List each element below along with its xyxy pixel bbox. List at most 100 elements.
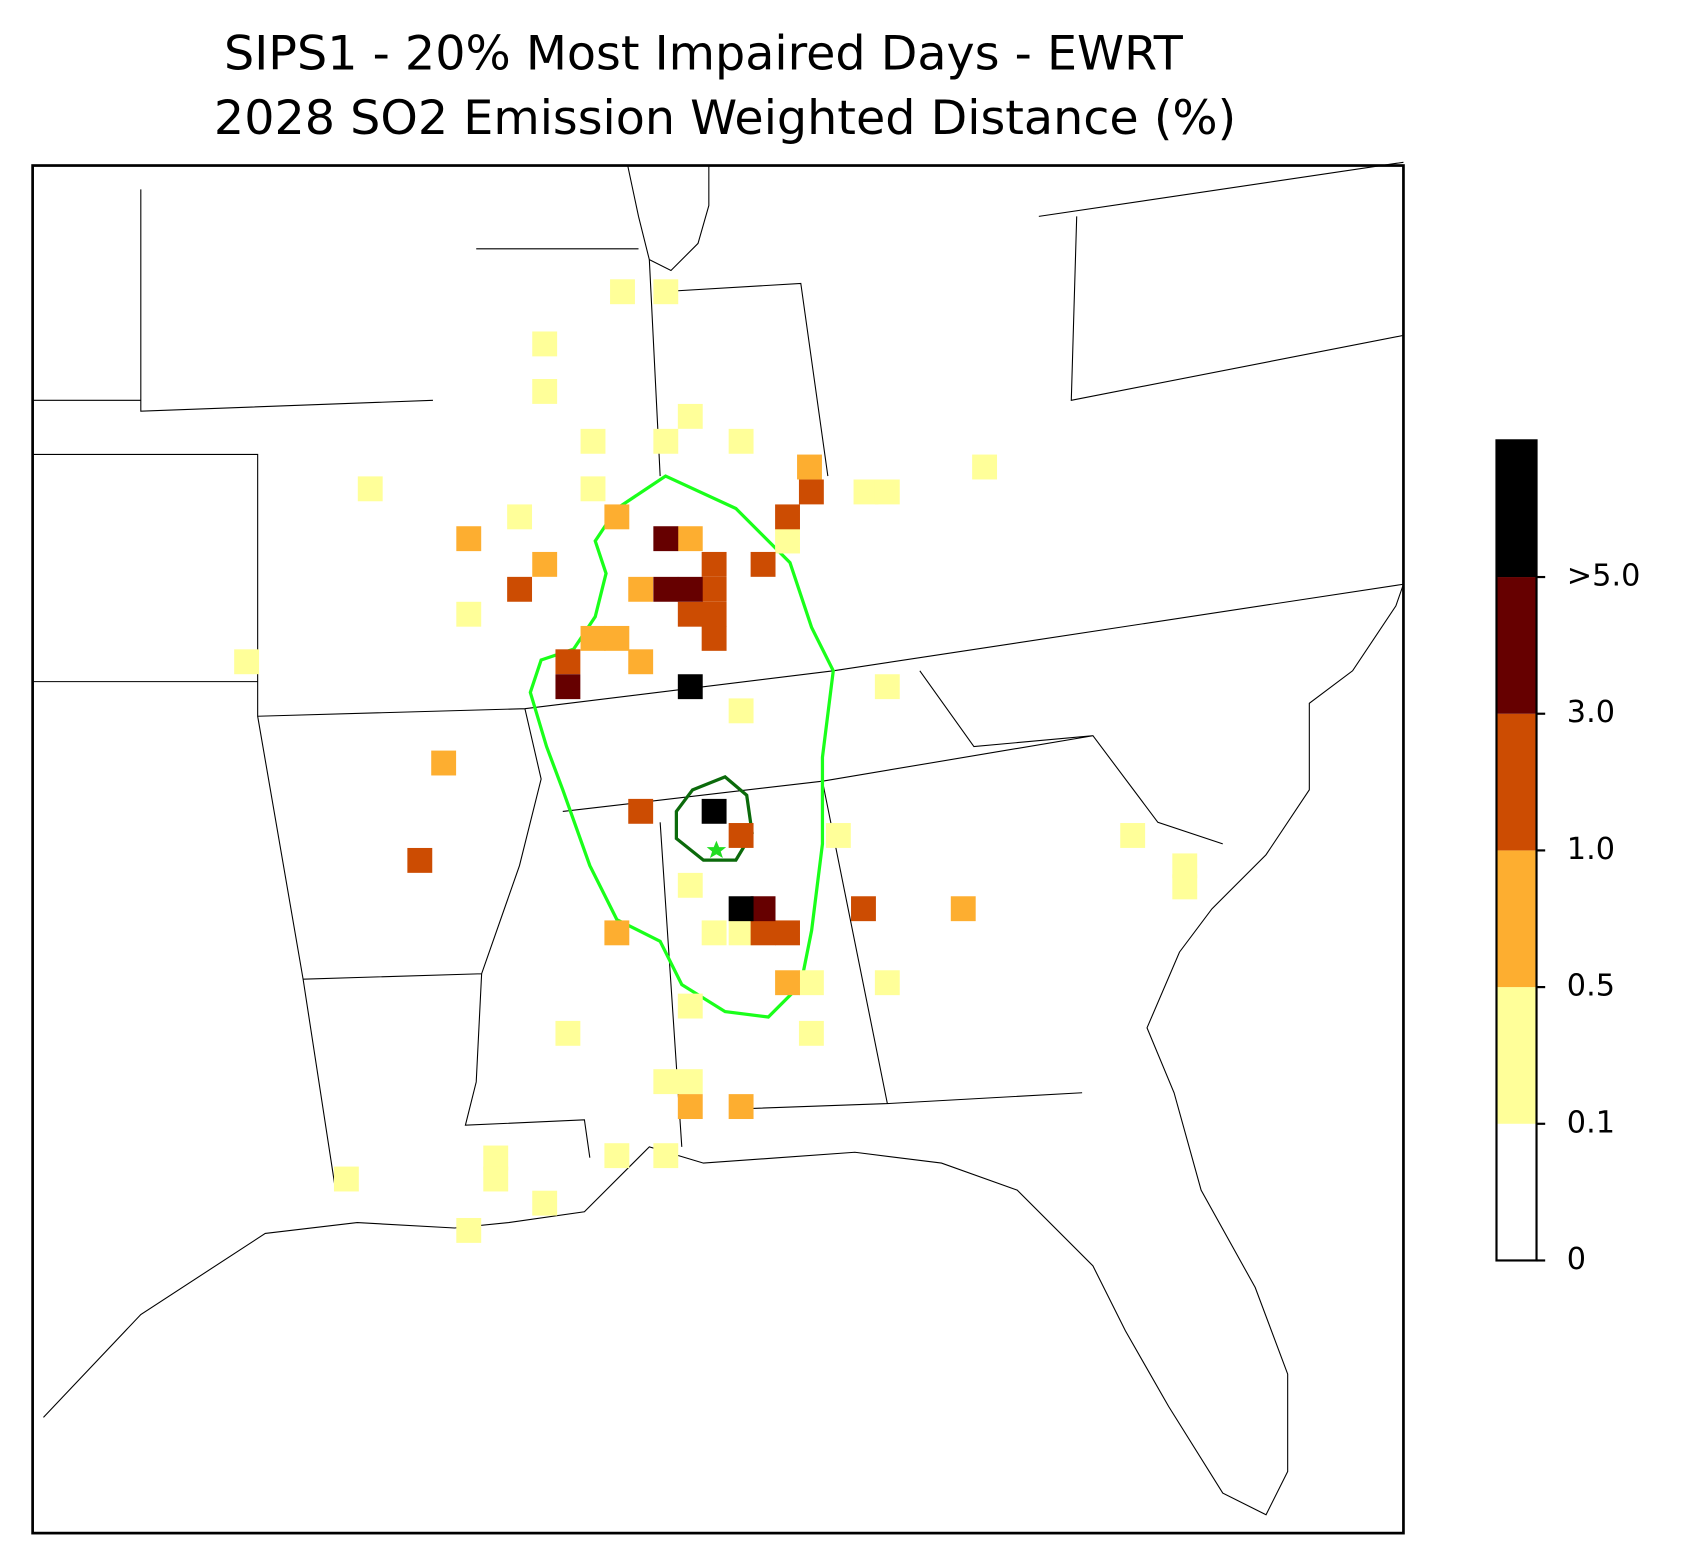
emission-cell <box>333 1166 359 1192</box>
title: SIPS1 - 20% Most Impaired Days - EWRT <box>224 26 1184 81</box>
emission-cell <box>555 649 581 675</box>
basemap <box>32 161 1404 1516</box>
cells <box>234 279 1198 1243</box>
emission-cell <box>580 476 606 502</box>
emission-cell <box>604 1143 630 1169</box>
emission-cell <box>456 1217 482 1243</box>
colorbar-bin <box>1496 987 1537 1124</box>
emission-cell <box>483 1166 509 1192</box>
emission-cell <box>701 625 727 651</box>
emission-cell <box>580 428 606 454</box>
emission-cell <box>456 601 482 627</box>
emission-cell <box>677 526 703 552</box>
emission-cell <box>853 479 879 505</box>
emission-cell <box>677 674 703 700</box>
state-borders <box>32 161 1404 1191</box>
emission-cell <box>728 698 754 724</box>
emission-cell <box>677 576 703 602</box>
emission-cell <box>1172 874 1198 900</box>
emission-cell <box>851 896 876 922</box>
emission-cell <box>798 479 824 505</box>
emission-cell <box>677 601 703 627</box>
emission-cell <box>750 551 776 577</box>
emission-cell <box>728 1094 754 1120</box>
emission-cell <box>407 847 433 873</box>
colorbar: 0 0.1 0.5 1.0 3.0 >5.0 <box>1495 439 1641 1277</box>
emission-cell <box>775 970 800 996</box>
emission-cell <box>532 1190 558 1216</box>
emission-cell <box>234 649 260 675</box>
emission-cell <box>604 625 630 651</box>
emission-cell <box>701 798 727 824</box>
map-frame <box>31 164 1405 1535</box>
emission-cell <box>701 601 727 627</box>
emission-cell <box>653 1143 679 1169</box>
emission-cell <box>775 920 800 946</box>
colorbar-tick-label: 1.0 <box>1567 832 1615 867</box>
emission-cell <box>431 750 457 776</box>
emission-cell <box>610 279 635 305</box>
emission-cell <box>653 526 679 552</box>
contour-outer <box>528 474 835 1019</box>
emission-cell <box>825 823 851 848</box>
emission-cell <box>532 379 558 404</box>
emission-cell <box>701 576 727 602</box>
emission-cell <box>677 993 703 1019</box>
emission-cell <box>950 896 976 922</box>
colorbar-bin <box>1496 850 1537 988</box>
emission-cell <box>798 1020 824 1046</box>
emission-cell <box>357 476 383 502</box>
emission-cell <box>653 279 679 305</box>
emission-cell <box>653 428 679 454</box>
emission-cell <box>701 551 727 577</box>
emission-cell <box>728 920 754 946</box>
colorbar-bin <box>1496 440 1537 578</box>
colorbar-tick-label: 0.1 <box>1567 1105 1615 1140</box>
contour-inner <box>674 774 754 862</box>
emission-cell <box>874 479 900 505</box>
emission-cell <box>677 1094 703 1120</box>
emission-cell <box>628 649 654 675</box>
emission-cell <box>555 674 581 700</box>
colorbar-bin <box>1496 1123 1537 1261</box>
emission-cell <box>775 504 800 530</box>
emission-cell <box>1120 823 1146 848</box>
emission-cell <box>677 403 703 429</box>
lake-michigan <box>627 165 710 272</box>
colorbar-tick-label: 3.0 <box>1567 695 1615 730</box>
emission-cell <box>874 970 900 996</box>
subtitle: 2028 SO2 Emission Weighted Distance (%) <box>214 91 1236 146</box>
emission-cell <box>507 504 533 530</box>
emission-cell <box>874 674 900 700</box>
emission-cell <box>728 428 754 454</box>
emission-cell <box>775 528 800 554</box>
emission-cell <box>728 896 754 922</box>
emission-cell <box>677 872 703 898</box>
emission-cell <box>701 920 727 946</box>
site-star <box>706 840 727 858</box>
emission-cell <box>628 576 654 602</box>
colorbar-bin <box>1496 577 1537 714</box>
emission-cell <box>653 1069 679 1095</box>
emission-cell <box>555 1020 581 1046</box>
emission-cell <box>483 1145 509 1171</box>
colorbar-tick-label: >5.0 <box>1567 559 1641 594</box>
emission-cell <box>750 896 776 922</box>
emission-cell <box>972 454 998 480</box>
emission-cell <box>1172 853 1198 879</box>
emission-cell <box>532 331 558 357</box>
emission-cell <box>728 823 754 848</box>
emission-cell <box>797 454 822 480</box>
emission-cell <box>604 920 630 946</box>
emission-cell <box>456 526 482 552</box>
emission-cell <box>532 551 558 577</box>
colorbar-bin <box>1496 713 1537 851</box>
emission-cell <box>677 1069 703 1095</box>
emission-cell <box>580 625 606 651</box>
emission-cell <box>750 920 776 946</box>
emission-cell <box>628 798 654 824</box>
coastline <box>43 584 1404 1516</box>
emission-cell <box>507 576 533 602</box>
colorbar-tick-label: 0 <box>1567 1242 1586 1277</box>
